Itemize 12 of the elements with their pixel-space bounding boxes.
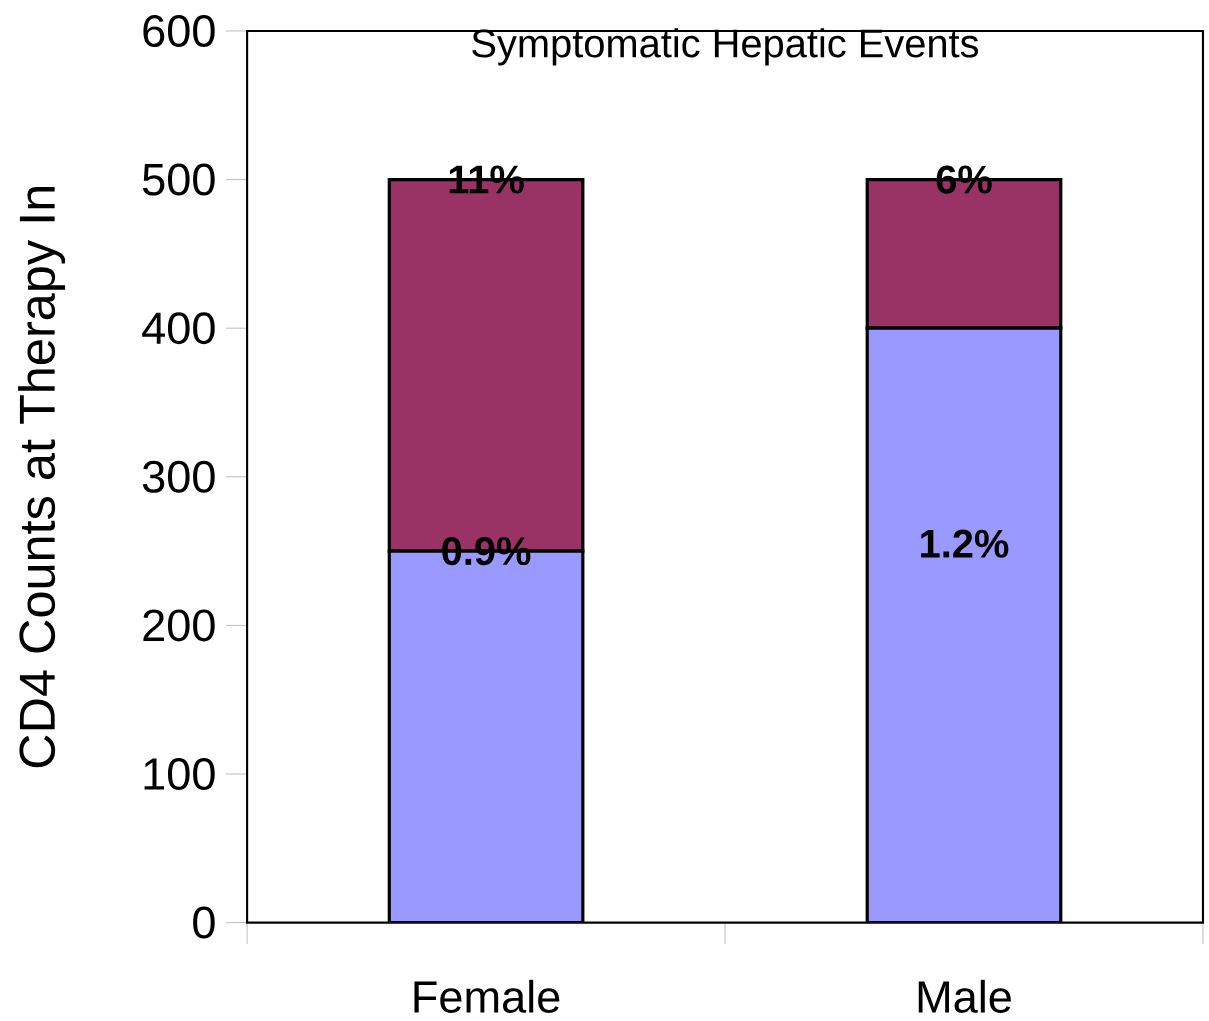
x-tick-label: Male bbox=[918, 979, 1011, 1014]
x-tick-label: Female bbox=[414, 979, 560, 1014]
y-tick-label: 200 bbox=[143, 609, 215, 642]
chart-title: Symptomatic Hepatic Events bbox=[472, 28, 979, 66]
y-tick-label: 400 bbox=[142, 312, 215, 345]
y-tick-label: 300 bbox=[142, 460, 215, 493]
y-tick-label: 0 bbox=[193, 906, 215, 939]
y-tick-label: 500 bbox=[142, 163, 215, 196]
y-tick-label: 600 bbox=[143, 15, 215, 48]
y-axis-title: CD4 Counts at Therapy In bbox=[18, 187, 66, 768]
annotation: 1.2% bbox=[921, 529, 1009, 558]
y-tick-label: 100 bbox=[144, 758, 215, 791]
